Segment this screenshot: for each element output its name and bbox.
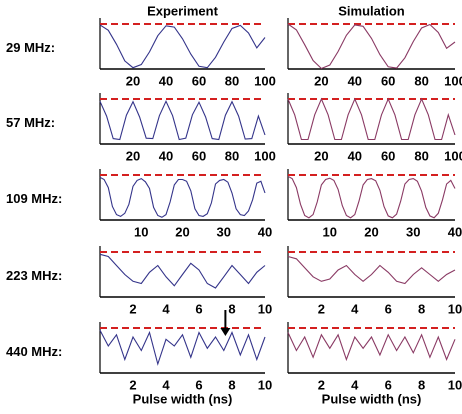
x-tick-label: 100 — [254, 73, 276, 88]
x-tick-label: 20 — [126, 148, 140, 163]
x-tick-label: 8 — [418, 377, 425, 392]
x-tick-label: 100 — [444, 148, 462, 163]
x-tick-label: 10 — [448, 377, 462, 392]
trace — [287, 255, 456, 285]
x-tick-label: 20 — [364, 224, 378, 239]
trace — [99, 253, 266, 289]
x-tick-label: 80 — [414, 148, 428, 163]
x-tick-label: 80 — [225, 73, 239, 88]
x-tick-label: 8 — [228, 377, 235, 392]
trace — [287, 23, 456, 70]
x-axis-title: Pulse width (ns) — [322, 391, 422, 406]
trace — [287, 175, 456, 219]
x-tick-label: 40 — [448, 224, 462, 239]
x-tick-label: 6 — [385, 377, 392, 392]
x-tick-label: 4 — [351, 301, 359, 316]
trace — [99, 99, 266, 141]
x-tick-label: 4 — [162, 377, 170, 392]
x-tick-label: 80 — [414, 73, 428, 88]
arrow-head — [220, 328, 231, 336]
x-tick-label: 20 — [314, 148, 328, 163]
x-tick-label: 80 — [225, 148, 239, 163]
x-tick-label: 60 — [192, 73, 206, 88]
column-title: Experiment — [147, 3, 218, 18]
x-tick-label: 4 — [351, 377, 359, 392]
row-label: 57 MHz: — [6, 115, 55, 130]
x-tick-label: 8 — [418, 301, 425, 316]
trace — [99, 176, 266, 218]
trace — [287, 97, 456, 141]
x-tick-label: 4 — [162, 301, 170, 316]
x-tick-label: 20 — [126, 73, 140, 88]
x-tick-label: 60 — [381, 148, 395, 163]
row-label: 223 MHz: — [6, 268, 62, 283]
x-tick-label: 20 — [314, 73, 328, 88]
x-tick-label: 6 — [195, 377, 202, 392]
x-tick-label: 20 — [175, 224, 189, 239]
x-tick-label: 10 — [323, 224, 337, 239]
row-label: 109 MHz: — [6, 191, 62, 206]
x-tick-label: 10 — [258, 301, 272, 316]
x-tick-label: 40 — [159, 148, 173, 163]
x-tick-label: 10 — [258, 377, 272, 392]
x-tick-label: 2 — [129, 377, 136, 392]
column-title: Simulation — [338, 3, 405, 18]
x-tick-label: 10 — [134, 224, 148, 239]
x-tick-label: 2 — [318, 377, 325, 392]
row-label: 29 MHz: — [6, 40, 55, 55]
x-tick-label: 40 — [258, 224, 272, 239]
trace — [99, 330, 266, 366]
x-tick-label: 40 — [348, 73, 362, 88]
x-tick-label: 2 — [318, 301, 325, 316]
trace — [99, 24, 266, 69]
x-tick-label: 40 — [348, 148, 362, 163]
x-tick-label: 8 — [228, 301, 235, 316]
x-tick-label: 100 — [444, 73, 462, 88]
x-tick-label: 10 — [448, 301, 462, 316]
x-tick-label: 40 — [159, 73, 173, 88]
x-tick-label: 30 — [406, 224, 420, 239]
x-tick-label: 100 — [254, 148, 276, 163]
x-tick-label: 60 — [192, 148, 206, 163]
x-tick-label: 6 — [195, 301, 202, 316]
row-label: 440 MHz: — [6, 344, 62, 359]
x-tick-label: 60 — [381, 73, 395, 88]
x-tick-label: 2 — [129, 301, 136, 316]
x-tick-label: 6 — [385, 301, 392, 316]
x-axis-title: Pulse width (ns) — [133, 391, 233, 406]
x-tick-label: 30 — [217, 224, 231, 239]
trace — [287, 332, 456, 362]
